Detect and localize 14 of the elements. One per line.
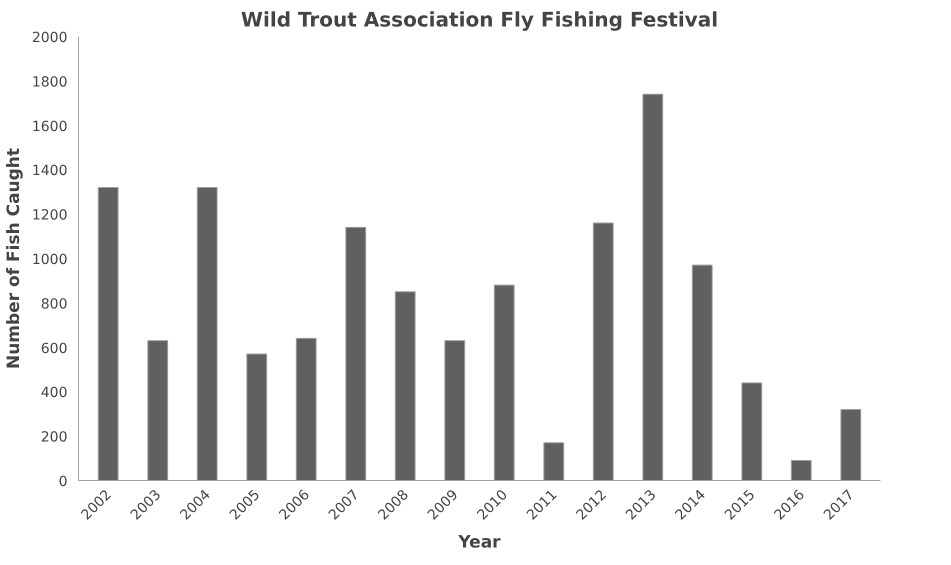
y-tick-label: 400 (40, 385, 68, 402)
y-tick-label: 1200 (32, 208, 68, 224)
y-tick-label: 800 (40, 296, 68, 312)
y-tick-label: 1600 (32, 118, 68, 135)
y-tick-label: 1800 (32, 74, 68, 90)
y-tick-label: 1000 (32, 252, 68, 268)
y-tick-label: 1400 (32, 163, 68, 180)
x-axis-title: Year (457, 532, 502, 552)
y-tick-label: 2000 (32, 30, 68, 46)
y-tick-label: 600 (40, 340, 68, 357)
y-tick-label: 0 (58, 474, 68, 490)
y-axis-title: Number of Fish Caught (4, 148, 24, 370)
y-tick-label: 200 (40, 430, 68, 446)
chart-title: Wild Trout Association Fly Fishing Festival (240, 8, 718, 32)
